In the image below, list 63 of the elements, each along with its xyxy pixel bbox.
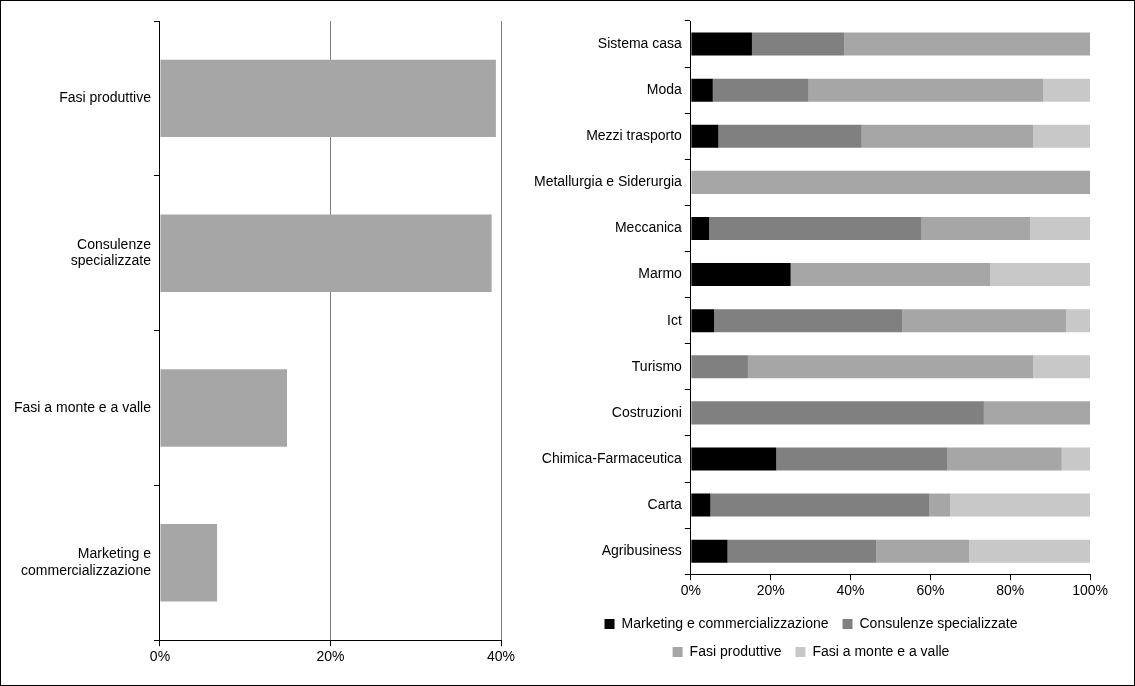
- bar: [1030, 216, 1091, 240]
- y-tick-label: Turismo: [631, 357, 683, 374]
- legend-label: Fasi produttive: [689, 642, 782, 659]
- y-tick-label: Agribusiness: [601, 542, 682, 559]
- bar: [921, 216, 1031, 240]
- x-tick-label: 80%: [996, 582, 1025, 599]
- legend-label: Consulenze specializzate: [859, 614, 1018, 631]
- y-tick-label: Marmo: [638, 265, 683, 282]
- bar: [947, 447, 1062, 471]
- y-tick-label: Marketing e commercializzazione: [21, 545, 152, 579]
- bar: [1042, 78, 1091, 102]
- bar: [776, 447, 948, 471]
- bar: [714, 309, 903, 333]
- bar: [1033, 124, 1091, 148]
- bar: [751, 32, 845, 56]
- bar: [160, 214, 492, 292]
- x-tick-label: 20%: [316, 648, 345, 665]
- y-tick-label: Fasi a monte e a valle: [13, 398, 152, 415]
- y-tick-label: Moda: [646, 81, 683, 98]
- bar: [160, 524, 218, 602]
- bar: [1061, 447, 1091, 471]
- x-tick-label: 100%: [1072, 582, 1108, 599]
- x-tick-label: 20%: [756, 582, 785, 599]
- bar: [747, 355, 1034, 379]
- y-tick-label: Carta: [647, 495, 683, 512]
- x-tick-label: 60%: [916, 582, 945, 599]
- bar: [969, 539, 1091, 563]
- bar: [983, 401, 1091, 425]
- bar: [1066, 309, 1091, 333]
- bar: [710, 493, 930, 517]
- bar: [861, 124, 1034, 148]
- bar: [1033, 355, 1091, 379]
- legend-label: Fasi a monte e a valle: [812, 642, 950, 659]
- bar: [808, 78, 1043, 102]
- y-tick-label: Sistema casa: [597, 34, 683, 51]
- bar: [876, 539, 970, 563]
- bar: [691, 401, 984, 425]
- y-tick-label: Costruzioni: [611, 403, 682, 420]
- y-tick-label: Metallurgia e Siderurgia: [534, 173, 683, 190]
- bar: [950, 493, 1091, 517]
- y-tick-label: Ict: [667, 311, 682, 328]
- bar: [790, 263, 991, 287]
- bar: [160, 59, 496, 138]
- y-tick-label: Chimica-Farmaceutica: [541, 449, 683, 466]
- x-tick-label: 40%: [836, 582, 865, 599]
- bar: [691, 355, 748, 379]
- bar: [990, 263, 1091, 287]
- bar: [727, 539, 877, 563]
- bar: [691, 170, 1091, 194]
- bar: [712, 78, 809, 102]
- bar: [718, 124, 862, 148]
- y-tick-label: Consulenze specializzate: [70, 235, 152, 269]
- y-tick-label: Fasi produttive: [59, 89, 152, 106]
- y-tick-label: Mezzi trasporto: [586, 127, 683, 144]
- y-tick-label: Meccanica: [614, 219, 683, 236]
- x-tick-label: 40%: [486, 648, 516, 665]
- bar: [844, 32, 1091, 56]
- bar: [160, 369, 287, 447]
- x-tick-label: 0%: [680, 582, 701, 599]
- bar: [709, 216, 922, 240]
- bar: [902, 309, 1067, 333]
- x-tick-label: 0%: [149, 648, 171, 665]
- bar: [929, 493, 951, 517]
